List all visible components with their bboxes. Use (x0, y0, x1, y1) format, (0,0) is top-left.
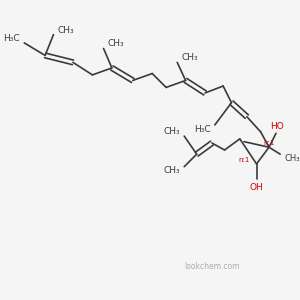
Text: CH₃: CH₃ (108, 39, 124, 48)
Text: H₃C: H₃C (194, 124, 211, 134)
Text: HO: HO (271, 122, 284, 131)
Text: CH₃: CH₃ (182, 53, 198, 62)
Text: CH₃: CH₃ (164, 128, 180, 136)
Text: CH₃: CH₃ (164, 167, 180, 176)
Text: CH₃: CH₃ (58, 26, 74, 35)
Text: H₃C: H₃C (4, 34, 20, 43)
Text: OH: OH (250, 183, 263, 192)
Text: n:1: n:1 (238, 157, 250, 163)
Text: CH₃: CH₃ (284, 154, 300, 163)
Text: n:1: n:1 (263, 140, 275, 146)
Text: lookchem.com: lookchem.com (184, 262, 240, 271)
